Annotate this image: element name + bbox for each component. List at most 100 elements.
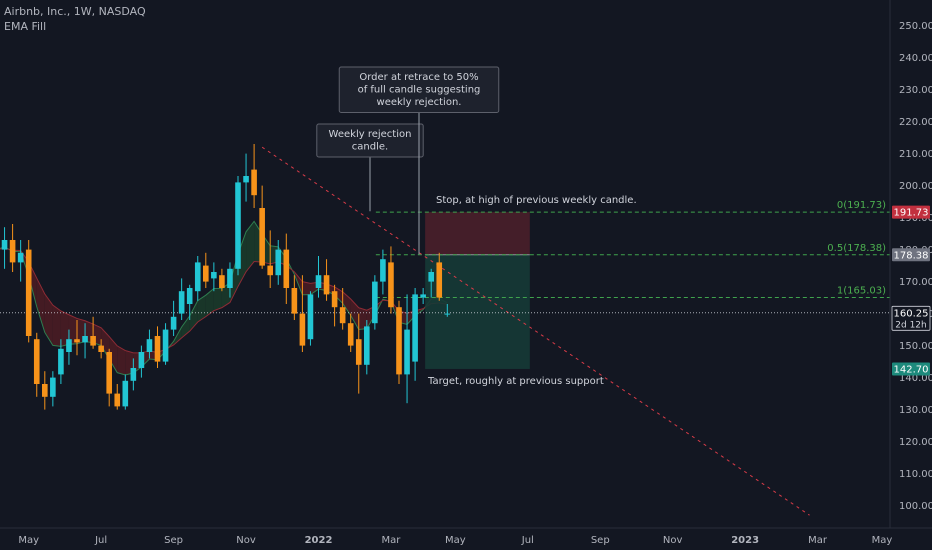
price-tick-label: 240.00 xyxy=(899,53,932,64)
bullish-candle xyxy=(420,294,426,298)
ema-fill-segment xyxy=(350,298,359,330)
time-tick-label: Mar xyxy=(808,535,828,546)
ema-fill-segment xyxy=(101,327,110,360)
bullish-candle xyxy=(404,329,410,375)
bullish-candle xyxy=(380,259,386,282)
bullish-candle xyxy=(1,240,8,250)
current-price-badge-text: 160.25 xyxy=(894,308,929,319)
time-tick-label: Sep xyxy=(164,535,183,546)
trend-line xyxy=(261,146,810,516)
bullish-candle xyxy=(82,336,88,343)
price-tick-label: 100.00 xyxy=(899,501,932,512)
price-tick-label: 170.00 xyxy=(899,277,932,288)
ema-fill-segment xyxy=(238,231,247,287)
bullish-candle xyxy=(307,294,314,340)
bearish-candle xyxy=(355,339,362,365)
time-tick-label: 2022 xyxy=(305,535,333,546)
retrace-order-note-line: weekly rejection. xyxy=(377,97,462,108)
time-tick-label: Mar xyxy=(382,535,402,546)
price-tick-label: 230.00 xyxy=(899,85,932,96)
target-note-text: Target, roughly at previous support xyxy=(427,376,604,387)
bearish-candle xyxy=(203,265,209,282)
ema-fill-segment xyxy=(205,288,214,317)
bullish-candle xyxy=(130,368,137,381)
time-tick-label: May xyxy=(445,535,466,546)
bullish-candle xyxy=(50,377,56,397)
chart-legend: Airbnb, Inc., 1W, NASDAQ EMA Fill xyxy=(4,4,146,34)
bullish-candle xyxy=(58,348,64,375)
time-tick-label: Sep xyxy=(591,535,610,546)
take-profit-zone xyxy=(425,254,530,369)
bullish-candle xyxy=(162,329,169,362)
entry-price-badge xyxy=(892,248,930,262)
price-tick-label: 250.00 xyxy=(899,21,932,32)
price-tick-label: 130.00 xyxy=(899,405,932,416)
ema-fill-segment xyxy=(189,300,198,332)
bullish-candle xyxy=(17,252,24,263)
bearish-candle xyxy=(25,249,32,336)
time-tick-label: 2023 xyxy=(731,535,759,546)
bearish-candle xyxy=(33,339,40,384)
bullish-candle xyxy=(178,291,185,314)
ema-fill-segment xyxy=(60,310,69,347)
bearish-candle xyxy=(291,288,298,314)
retrace-order-note-line: of full candle suggesting xyxy=(358,85,481,96)
time-tick-label: Nov xyxy=(236,535,256,546)
bearish-candle xyxy=(9,240,16,263)
bullish-candle xyxy=(66,339,72,352)
time-tick-label: May xyxy=(872,535,893,546)
bearish-candle xyxy=(74,339,80,343)
indicator-label[interactable]: EMA Fill xyxy=(4,20,47,33)
time-tick-label: Jul xyxy=(521,535,534,546)
price-tick-label: 120.00 xyxy=(899,437,932,448)
bullish-candle xyxy=(194,262,201,292)
bearish-candle xyxy=(436,262,443,298)
price-tick-label: 140.00 xyxy=(899,373,932,384)
bullish-candle xyxy=(412,294,418,362)
stop-note-text: Stop, at high of previous weekly candle. xyxy=(436,195,637,206)
bullish-candle xyxy=(235,182,241,269)
bullish-candle xyxy=(170,316,177,330)
bearish-candle xyxy=(154,336,161,362)
bearish-candle xyxy=(347,323,354,346)
bearish-candle xyxy=(323,275,330,295)
bullish-candle xyxy=(122,380,129,407)
fib-level-label: 0.5(178.38) xyxy=(827,243,886,254)
retrace-order-note-box xyxy=(338,66,500,113)
bearish-candle xyxy=(283,249,290,288)
ema-fill-segment xyxy=(358,307,367,330)
stop-loss-zone xyxy=(425,212,530,255)
ema-fill-segment xyxy=(52,305,61,347)
time-tick-label: May xyxy=(18,535,39,546)
bullish-candle xyxy=(428,272,434,282)
symbol-title[interactable]: Airbnb, Inc., 1W, NASDAQ xyxy=(4,5,146,18)
stop-price-badge-text: 191.73 xyxy=(894,208,929,219)
bullish-candle xyxy=(275,249,282,276)
ema-fill-segment xyxy=(117,345,126,375)
bearish-candle xyxy=(388,262,394,308)
bearish-candle xyxy=(114,393,121,407)
time-tick-label: Nov xyxy=(663,535,683,546)
bearish-candle xyxy=(251,169,257,196)
bearish-candle xyxy=(396,307,402,375)
current-price-badge-countdown: 2d 12h xyxy=(895,320,926,330)
current-price-badge xyxy=(891,305,931,331)
bullish-candle xyxy=(186,288,193,304)
bullish-candle xyxy=(243,176,249,183)
ema-fill-segment xyxy=(221,282,230,308)
bullish-candle xyxy=(372,281,378,324)
ema-fill-segment xyxy=(44,294,53,346)
bearish-candle xyxy=(259,208,265,266)
ema-fill-segment xyxy=(197,295,206,323)
bearish-candle xyxy=(331,291,338,308)
bearish-candle xyxy=(299,313,306,346)
bullish-candle xyxy=(211,272,217,279)
ema-fill-segment xyxy=(246,221,255,272)
target-price-badge xyxy=(892,362,930,376)
bullish-candle xyxy=(138,352,145,368)
retrace-order-note-line: Order at retrace to 50% xyxy=(359,72,478,83)
price-tick-label: 150.00 xyxy=(899,341,932,352)
annotations: Weekly rejection candle. Order at retrace … xyxy=(316,66,637,387)
ema-fill-segment xyxy=(302,281,311,295)
